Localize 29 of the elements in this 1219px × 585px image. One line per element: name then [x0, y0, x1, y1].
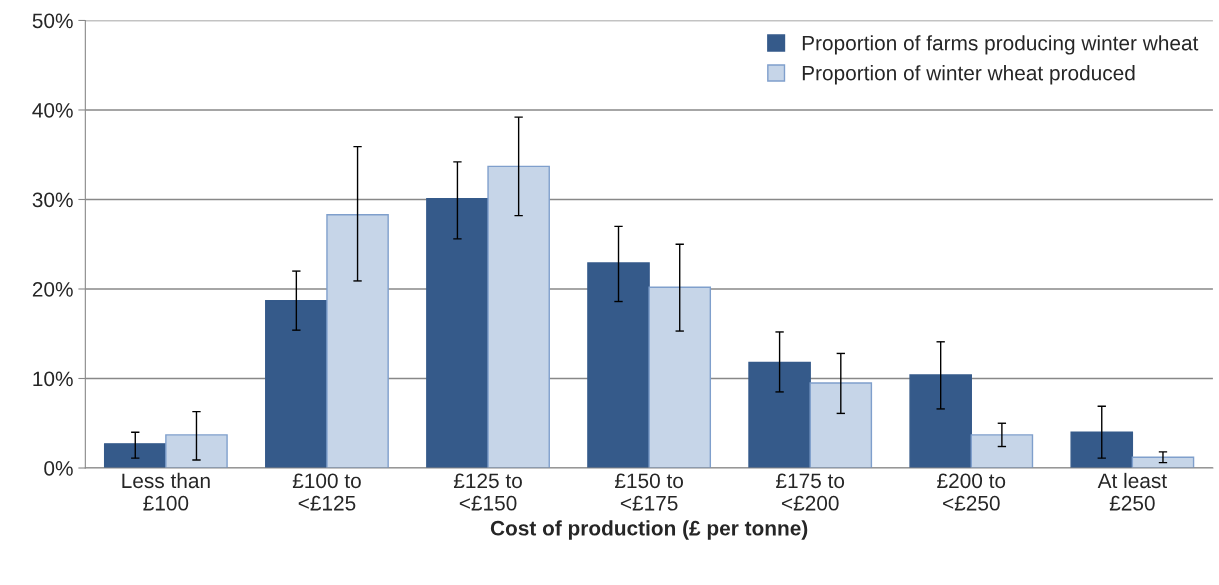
x-tick-label: £200 to <£250 — [937, 473, 1006, 511]
bar — [648, 286, 712, 468]
y-tick-label: 20% — [32, 281, 73, 297]
x-tick-label: Less than £100 — [122, 472, 210, 511]
bar — [909, 374, 972, 468]
legend-label: Proportion of winter wheat produced — [802, 65, 1135, 85]
y-tick-label: 0% — [44, 461, 73, 476]
y-tick-label: 10% — [33, 371, 73, 387]
bar — [265, 299, 328, 468]
y-tick-label: 50% — [32, 13, 73, 29]
bar — [326, 214, 389, 468]
x-axis-title: Cost of production (£ per tonne) — [490, 520, 808, 540]
bar — [426, 197, 489, 468]
x-tick-label: £175 to <£200 — [776, 473, 845, 511]
bar — [587, 262, 650, 468]
x-tick-label: £100 to <£125 — [292, 473, 361, 511]
legend-label: Proportion of farms producing winter wheat — [802, 35, 1199, 55]
bar — [809, 382, 873, 468]
y-tick-label: 40% — [32, 102, 73, 118]
x-tick-label: £150 to <£175 — [614, 473, 683, 511]
bar — [165, 434, 228, 468]
bar — [1070, 431, 1134, 468]
y-tick-label: 30% — [32, 192, 73, 208]
bar — [487, 165, 550, 468]
x-tick-label: At least £250 — [1097, 472, 1167, 511]
bar — [970, 434, 1034, 468]
bar — [748, 361, 811, 468]
bar — [103, 443, 167, 468]
x-tick-label: £125 to <£150 — [453, 473, 522, 511]
